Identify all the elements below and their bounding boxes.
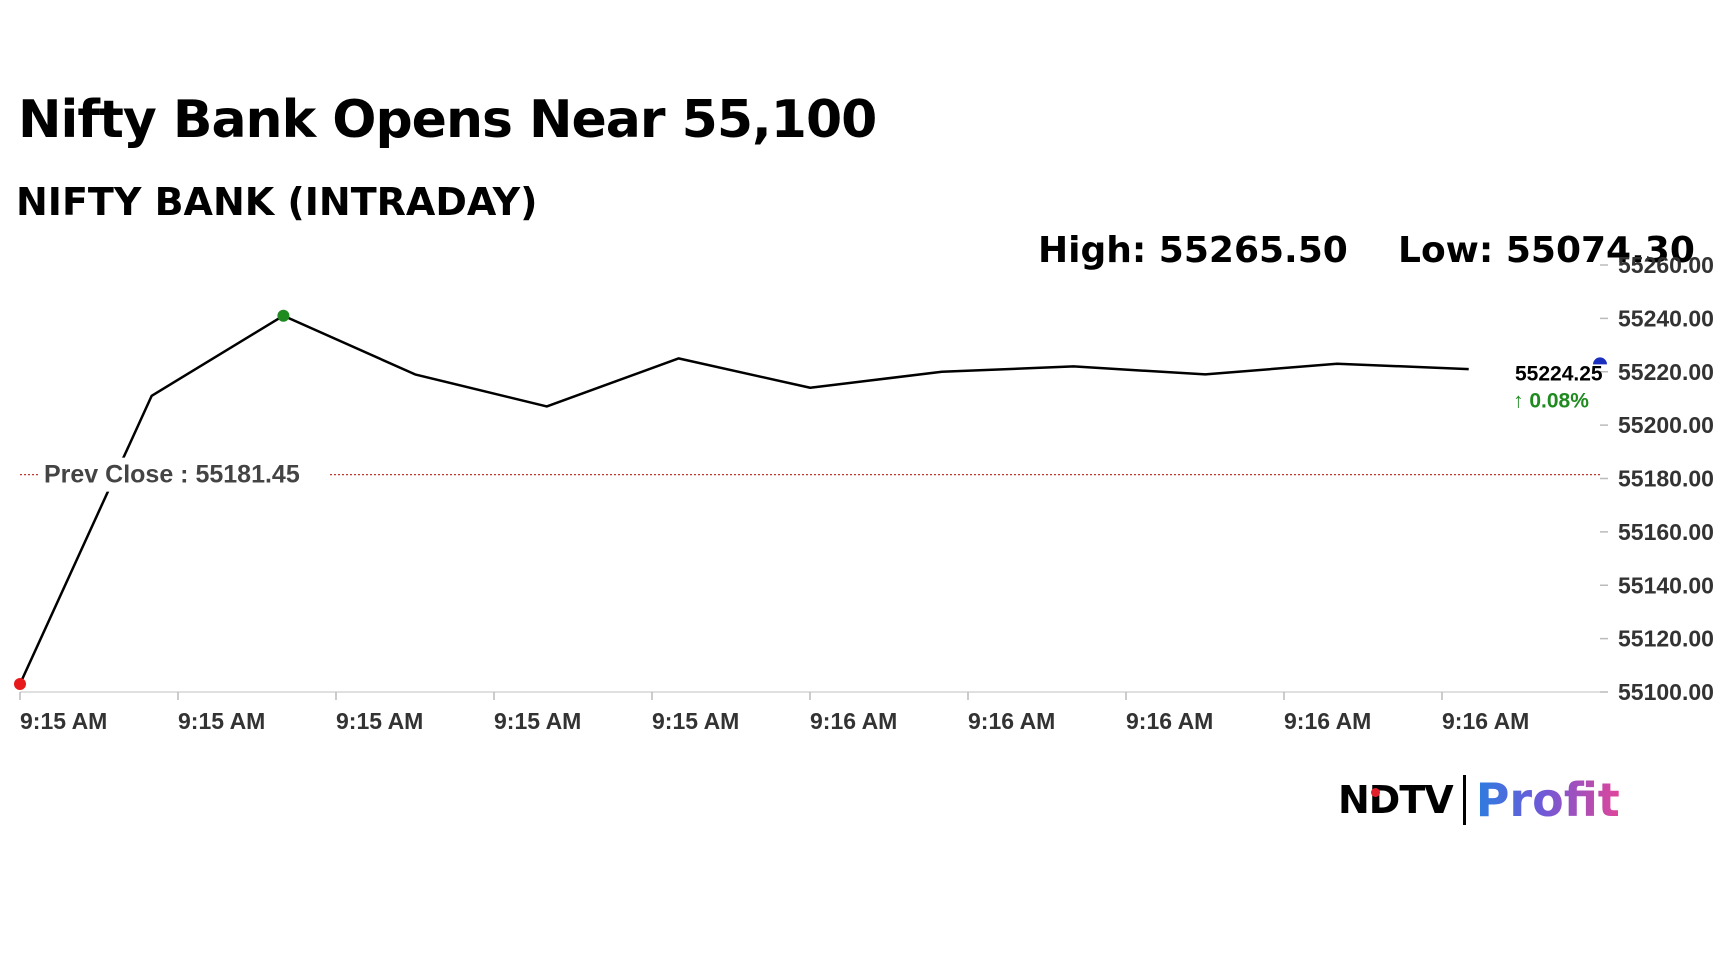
x-tick-label: 9:15 AM [494,708,581,734]
last-value-marker [1593,357,1607,365]
x-tick-label: 9:16 AM [968,708,1055,734]
low-label: Low: 55074.30 [1398,230,1695,271]
x-tick-label: 9:16 AM [1126,708,1213,734]
x-tick-label: 9:15 AM [20,708,107,734]
low-marker [14,677,26,690]
last-value-label: 55224.25 [1515,362,1603,385]
logo-dot [1371,788,1380,797]
y-tick-label: 55120.00 [1618,626,1714,652]
y-tick-label: 55180.00 [1618,466,1714,492]
x-tick-label: 9:15 AM [178,708,265,734]
x-tick-label: 9:16 AM [810,708,897,734]
y-tick-label: 55100.00 [1618,679,1714,705]
x-tick-label: 9:15 AM [652,708,739,734]
y-tick-label: 55200.00 [1618,412,1714,438]
headline: Nifty Bank Opens Near 55,100 [18,90,877,150]
logo-separator [1462,775,1466,825]
y-tick-label: 55160.00 [1618,519,1714,545]
y-tick-label: 55220.00 [1618,359,1714,385]
logo-ndtv: NDTV [1338,778,1454,822]
series-line [18,314,1469,685]
change-label: ↑ 0.08% [1513,389,1589,412]
prev-close-label: Prev Close : 55181.45 [44,461,300,489]
x-tick-label: 9:16 AM [1284,708,1371,734]
prev-close-label-bg [40,457,328,492]
y-tick-label: 55260.00 [1618,252,1714,278]
logo-profit: Profit [1475,773,1620,827]
y-tick-label: 55140.00 [1618,572,1714,598]
x-tick-label: 9:16 AM [1442,708,1529,734]
high-marker [277,309,290,322]
ndtv-profit-logo: NDTV Profit [1338,770,1620,830]
chart-title: NIFTY BANK (INTRADAY) [16,180,538,224]
y-tick-label: 55240.00 [1618,305,1714,331]
x-tick-label: 9:15 AM [336,708,423,734]
high-label: High: 55265.50 [1038,230,1348,271]
